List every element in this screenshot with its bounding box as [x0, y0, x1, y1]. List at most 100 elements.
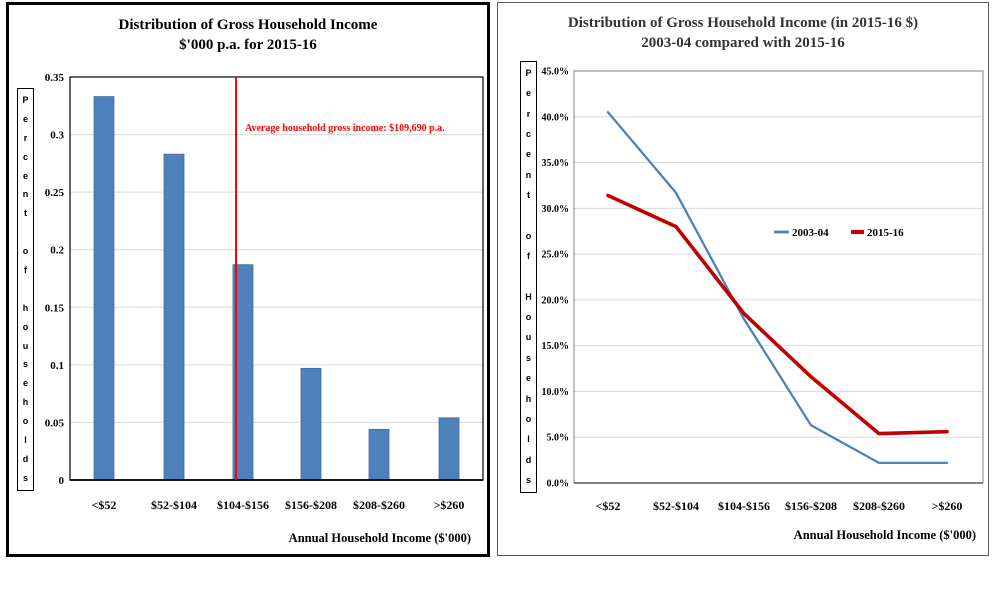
x-category-label: $208-$260 [353, 498, 405, 512]
vertical-label-letter: f [24, 265, 27, 276]
bar-3 [300, 367, 322, 481]
x-category-label: $208-$260 [853, 499, 905, 513]
x-category-label: $104-$156 [718, 499, 770, 513]
bar-4 [368, 428, 390, 481]
vertical-label-letter: h [22, 302, 29, 313]
x-axis-title: Annual Household Income ($'000) [794, 528, 976, 542]
vertical-label-letter: o [525, 230, 532, 241]
bar-5 [438, 417, 460, 481]
y-tick-label: 30.0% [542, 204, 570, 215]
y-tick-label: 40.0% [542, 112, 570, 123]
vertical-label-letter: u [525, 332, 532, 343]
vertical-label-letter: e [525, 88, 531, 99]
vertical-label-letter: s [525, 352, 531, 363]
y-tick-label: 0.1 [50, 360, 64, 372]
y-tick-labels: 0.0% 5.0% 10.0% 15.0% 20.0% 25.0% 30.0% 35.0% 40… [542, 67, 570, 490]
vertical-label-letter: o [525, 312, 532, 323]
y-tick-label: 25.0% [542, 250, 570, 261]
y-tick-label: 0.35 [45, 72, 65, 84]
plot-border [573, 70, 984, 484]
bars [93, 96, 460, 481]
vertical-label-letter: d [525, 454, 532, 465]
gridlines [70, 76, 483, 423]
vertical-label-letter: l [24, 435, 27, 446]
x-category-label: $52-$104 [151, 498, 197, 512]
legend-label-2015-16: 2015-16 [867, 227, 904, 239]
legend-label-2003-04: 2003-04 [792, 227, 829, 239]
bar-chart-title: Distribution of Gross Household Income $… [9, 15, 487, 55]
vertical-label-letter: P [525, 68, 532, 78]
x-category-label: >$260 [434, 498, 465, 512]
x-axis-title: Annual Household Income ($'000) [289, 531, 471, 545]
vertical-label-letter: o [22, 321, 29, 332]
bar-1 [163, 153, 185, 481]
x-category-label: <$52 [596, 499, 621, 513]
vertical-label-letter: f [527, 251, 530, 262]
vertical-label-letter: c [525, 129, 531, 140]
vertical-label-letter: s [22, 359, 28, 370]
y-tick-label: 35.0% [542, 158, 570, 169]
line-chart-panel: Distribution of Gross Household Income (… [497, 2, 989, 556]
x-category-labels: <$52 $52-$104 $104-$156 $156-$208 $208-$260 >… [596, 499, 963, 513]
series-line-2015-16 [606, 193, 949, 436]
vertical-label-letter: u [22, 340, 29, 351]
vertical-label-letter: e [22, 113, 28, 124]
line-chart-title-line2: 2003-04 compared with 2015-16 [641, 35, 845, 51]
x-category-label: >$260 [932, 499, 963, 513]
bar-chart-title-line1: Distribution of Gross Household Income [118, 17, 378, 33]
y-tick-label: 0.0% [547, 479, 570, 490]
vertical-label-letter: t [527, 190, 530, 201]
legend: 2003-04 2015-16 [774, 227, 904, 239]
vertical-label-letter: n [22, 189, 29, 200]
bar-0 [93, 96, 115, 481]
vertical-label-letter: e [22, 378, 28, 389]
vertical-label-letter: o [22, 246, 29, 257]
vertical-label-letter: P [22, 95, 29, 105]
vertical-label-letter: h [22, 397, 29, 408]
x-category-label: $156-$208 [785, 499, 837, 513]
bar-chart-panel: Distribution of Gross Household Income $… [6, 2, 490, 557]
line-chart-title-line1: Distribution of Gross Household Income (… [567, 15, 919, 31]
x-category-labels: <$52 $52-$104 $104-$156 $156-$208 $208-$260 >… [92, 498, 465, 512]
vertical-label-letter: e [525, 373, 531, 384]
bar-chart: Average household gross income: $109,690… [45, 72, 484, 545]
vertical-label-letter: c [22, 151, 28, 162]
bar-chart-title-line2: $'000 p.a. for 2015-16 [179, 37, 317, 53]
plot-border [69, 76, 484, 481]
y-tick-labels: 0 0.05 0.1 0.15 0.2 0.25 0.3 0.35 [45, 72, 65, 487]
y-tick-label: 0 [59, 475, 65, 487]
vertical-label-letter: r [526, 108, 531, 119]
vertical-label-letter: l [527, 434, 530, 445]
vertical-label-letter: r [23, 132, 28, 143]
vertical-label-letter: e [22, 170, 28, 181]
vertical-label-letter: s [22, 472, 28, 483]
x-category-label: $156-$208 [285, 498, 337, 512]
vertical-label-letter: e [525, 149, 531, 160]
vertical-label-letter: H [525, 291, 532, 302]
x-category-label: $104-$156 [217, 498, 269, 512]
gridlines [574, 70, 983, 438]
vertical-label-letter: n [525, 169, 532, 180]
x-category-label: $52-$104 [653, 499, 699, 513]
y-tick-label: 10.0% [542, 387, 570, 398]
line-chart: 2003-04 2015-16 0.0% 5.0% 10.0% 15.0% 20.0% 25.… [542, 67, 984, 542]
y-tick-label: 0.3 [50, 130, 64, 142]
vertical-label-letter: d [22, 453, 29, 464]
y-tick-label: 5.0% [547, 433, 570, 444]
vertical-label-letter: s [525, 474, 531, 485]
y-tick-label: 0.15 [45, 302, 65, 314]
y-tick-label: 45.0% [542, 67, 570, 78]
y-tick-label: 0.05 [45, 417, 65, 429]
vertical-label-letter: o [22, 416, 29, 427]
line-chart-title: Distribution of Gross Household Income (… [498, 13, 988, 53]
average-income-annotation: Average household gross income: $109,690… [245, 123, 445, 134]
y-tick-label: 0.2 [50, 245, 64, 257]
y-tick-label: 0.25 [45, 187, 65, 199]
vertical-label-letter: h [525, 393, 532, 404]
series-line-2003-04 [606, 111, 949, 465]
y-tick-label: 20.0% [542, 295, 570, 306]
vertical-label-letter: o [525, 413, 532, 424]
